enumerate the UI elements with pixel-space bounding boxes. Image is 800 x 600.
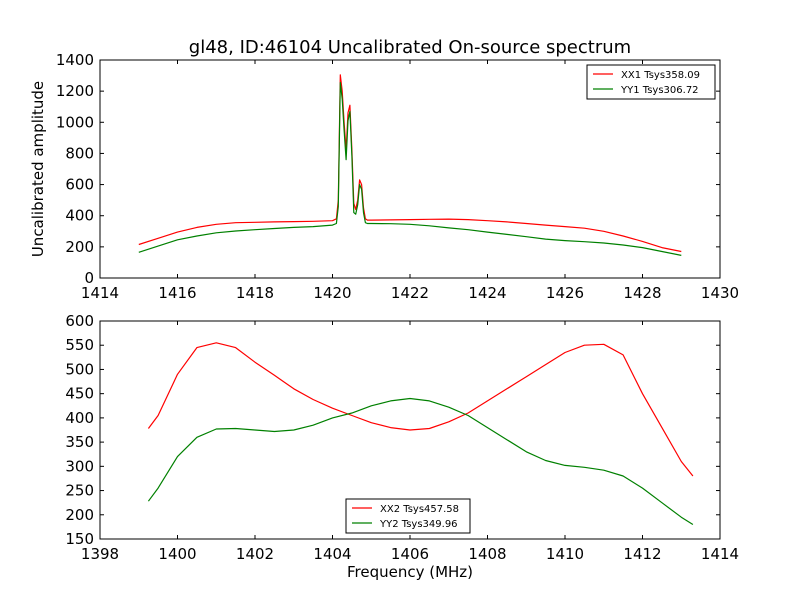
y-tick-label: 200	[65, 506, 94, 524]
y-tick-label: 450	[65, 385, 94, 403]
y-tick-label: 200	[65, 238, 94, 256]
x-tick-label: 1408	[468, 545, 506, 563]
legend-label: YY1 Tsys306.72	[620, 85, 699, 96]
y-axis-label: Uncalibrated amplitude	[29, 81, 47, 257]
y-tick-label: 400	[65, 207, 94, 225]
series-line-1-1	[138, 74, 682, 253]
y-tick-label: 600	[65, 312, 94, 330]
x-tick-label: 1414	[701, 545, 739, 563]
x-tick-label: 1404	[313, 545, 351, 563]
x-tick-label: 1416	[158, 284, 196, 302]
x-tick-label: 1400	[158, 545, 196, 563]
series-line-2-1	[147, 342, 694, 477]
x-tick-label: 1420	[313, 284, 351, 302]
legend-box-2	[345, 498, 471, 534]
series-line-2-2	[147, 397, 694, 526]
legend-box-1	[586, 64, 716, 100]
y-tick-label: 250	[65, 482, 94, 500]
x-tick-label: 1414	[81, 284, 119, 302]
y-tick-label: 0	[84, 269, 94, 287]
x-tick-label: 1418	[236, 284, 274, 302]
x-tick-label: 1398	[81, 545, 119, 563]
y-tick-label: 1400	[56, 51, 94, 69]
x-tick-label: 1412	[623, 545, 661, 563]
x-tick-label: 1426	[546, 284, 584, 302]
legend-label: YY2 Tsys349.96	[379, 519, 458, 530]
y-tick-label: 800	[65, 144, 94, 162]
x-tick-label: 1402	[236, 545, 274, 563]
x-tick-label: 1428	[623, 284, 661, 302]
x-tick-label: 1430	[701, 284, 739, 302]
y-tick-label: 600	[65, 176, 94, 194]
y-tick-label: 550	[65, 336, 94, 354]
x-tick-label: 1406	[391, 545, 429, 563]
x-tick-label: 1410	[546, 545, 584, 563]
legend-label: XX2 Tsys457.58	[380, 504, 459, 515]
x-tick-label: 1422	[391, 284, 429, 302]
y-tick-label: 400	[65, 409, 94, 427]
y-tick-label: 300	[65, 457, 94, 475]
y-tick-label: 1200	[56, 82, 94, 100]
y-tick-label: 150	[65, 530, 94, 548]
y-tick-label: 1000	[56, 113, 94, 131]
chart-title: gl48, ID:46104 Uncalibrated On-source sp…	[189, 37, 631, 58]
y-tick-label: 350	[65, 433, 94, 451]
y-tick-label: 500	[65, 360, 94, 378]
x-tick-label: 1424	[468, 284, 506, 302]
x-axis-label: Frequency (MHz)	[347, 563, 473, 581]
legend-label: XX1 Tsys358.09	[621, 70, 700, 81]
series-line-1-2	[138, 81, 682, 256]
